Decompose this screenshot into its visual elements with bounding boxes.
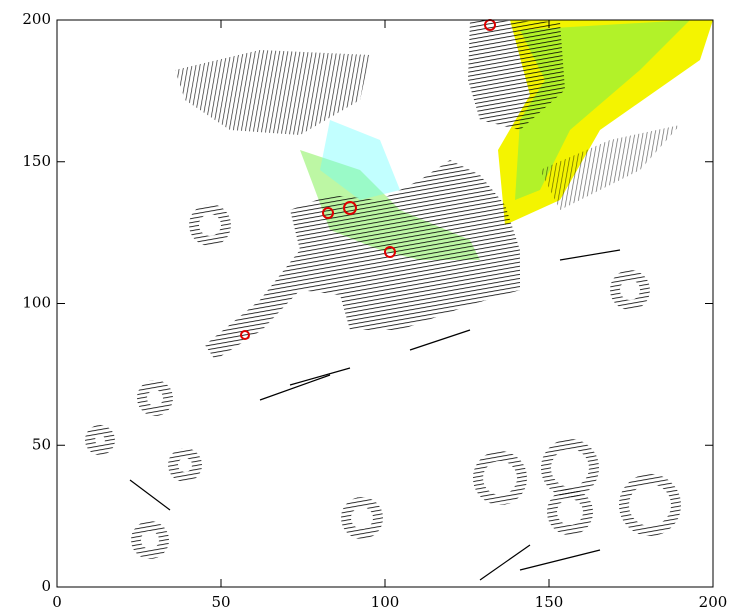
x-tick-label: 150 — [535, 593, 564, 611]
x-tick-label: 0 — [52, 593, 62, 611]
y-tick-label: 50 — [32, 435, 51, 453]
field-texture — [90, 20, 713, 580]
y-tick-label: 0 — [41, 577, 51, 595]
x-tick-label: 200 — [699, 593, 728, 611]
chart: 0 50 100 150 200 0 50 100 150 200 — [0, 0, 751, 613]
x-tick-label: 100 — [371, 593, 400, 611]
y-tick-label: 100 — [22, 294, 51, 312]
y-tick-label: 150 — [22, 152, 51, 170]
x-tick-label: 50 — [211, 593, 230, 611]
y-tick-label: 200 — [22, 10, 51, 28]
